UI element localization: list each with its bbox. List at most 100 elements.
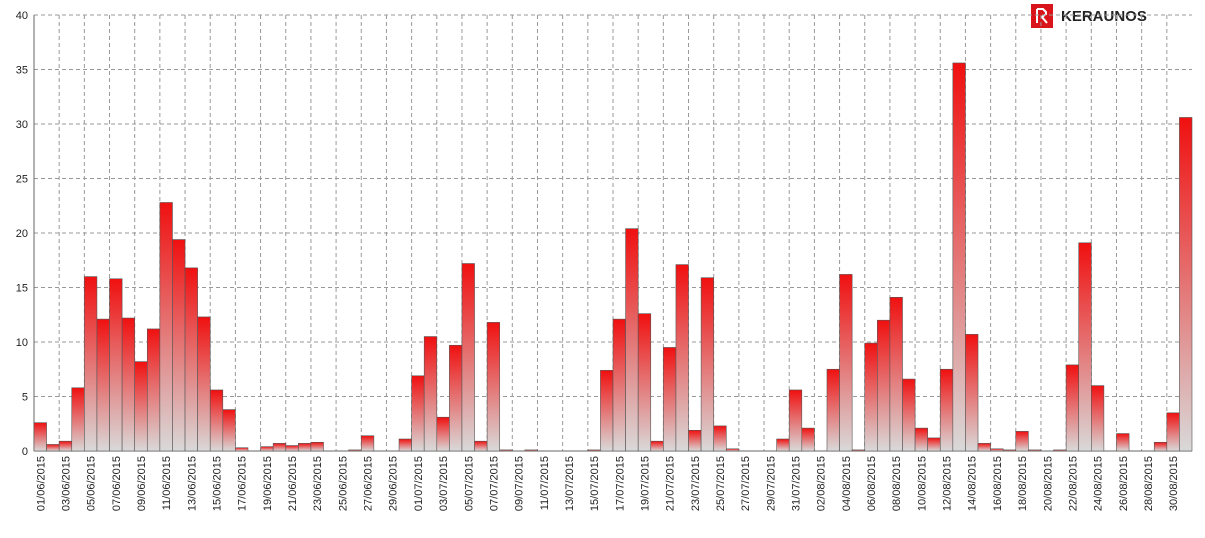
x-tick-label: 16/08/2015 bbox=[992, 456, 1004, 511]
x-tick-label: 24/08/2015 bbox=[1093, 456, 1105, 511]
x-tick-label: 03/06/2015 bbox=[60, 456, 72, 511]
x-tick-label: 11/07/2015 bbox=[539, 456, 551, 510]
x-tick-label: 23/07/2015 bbox=[690, 456, 702, 511]
x-tick-label: 31/07/2015 bbox=[791, 456, 803, 511]
bar bbox=[952, 62, 966, 452]
x-tick-label: 02/08/2015 bbox=[816, 456, 828, 511]
x-tick-label: 01/06/2015 bbox=[35, 456, 47, 511]
bar bbox=[801, 427, 815, 452]
x-tick-label: 04/08/2015 bbox=[841, 456, 853, 511]
x-tick-label: 09/06/2015 bbox=[136, 456, 148, 511]
x-tick-label: 05/06/2015 bbox=[86, 456, 98, 511]
bar bbox=[600, 370, 614, 452]
x-tick-label: 07/07/2015 bbox=[488, 456, 500, 511]
bar bbox=[184, 267, 198, 452]
bar bbox=[826, 368, 840, 452]
x-tick-label: 08/08/2015 bbox=[891, 456, 903, 511]
x-tick-label: 25/06/2015 bbox=[337, 456, 349, 511]
x-tick-label: 15/07/2015 bbox=[589, 456, 601, 511]
x-tick-label: 29/07/2015 bbox=[765, 456, 777, 511]
bar bbox=[776, 438, 790, 452]
bar bbox=[33, 422, 47, 452]
bar bbox=[146, 328, 161, 452]
bar bbox=[713, 425, 727, 452]
x-tick-label: 11/06/2015 bbox=[161, 456, 173, 510]
bar bbox=[637, 313, 652, 452]
y-tick-label: 25 bbox=[16, 174, 28, 186]
x-tick-label: 01/07/2015 bbox=[413, 456, 425, 511]
bar bbox=[1078, 242, 1092, 452]
x-tick-label: 06/08/2015 bbox=[866, 456, 878, 511]
bar bbox=[46, 444, 60, 452]
x-tick-label: 13/06/2015 bbox=[186, 456, 198, 511]
bar bbox=[58, 440, 73, 452]
bar bbox=[298, 443, 312, 452]
bar bbox=[96, 318, 110, 452]
bar bbox=[650, 440, 664, 452]
bar bbox=[1028, 449, 1042, 452]
y-tick-label: 35 bbox=[16, 65, 28, 77]
logo-icon-mark bbox=[1036, 8, 1048, 24]
bar bbox=[1002, 449, 1017, 452]
bar bbox=[851, 449, 866, 452]
x-tick-label: 19/07/2015 bbox=[639, 456, 651, 511]
y-tick-label: 5 bbox=[22, 392, 28, 404]
bar bbox=[1116, 433, 1130, 452]
bar bbox=[411, 375, 425, 452]
x-tick-label: 22/08/2015 bbox=[1067, 456, 1079, 511]
bar bbox=[423, 336, 438, 452]
bar bbox=[625, 228, 639, 452]
bar bbox=[612, 318, 626, 452]
bar bbox=[1053, 449, 1067, 452]
bar bbox=[864, 342, 878, 452]
bar bbox=[788, 389, 803, 452]
bar bbox=[725, 448, 740, 452]
bar bbox=[486, 322, 501, 452]
x-tick-label: 10/08/2015 bbox=[916, 456, 928, 511]
bar bbox=[222, 409, 236, 452]
bar bbox=[1065, 364, 1080, 452]
bar bbox=[197, 316, 211, 452]
bar bbox=[109, 278, 123, 452]
x-tick-label: 30/08/2015 bbox=[1168, 456, 1180, 511]
bar bbox=[1015, 431, 1029, 452]
bar bbox=[348, 449, 362, 452]
x-tick-label: 12/08/2015 bbox=[942, 456, 954, 511]
x-tick-label: 18/08/2015 bbox=[1017, 456, 1029, 511]
bar bbox=[398, 438, 412, 452]
bar bbox=[235, 447, 249, 452]
x-tick-label: 20/08/2015 bbox=[1042, 456, 1054, 511]
bar bbox=[977, 443, 991, 452]
bar bbox=[84, 276, 98, 452]
x-tick-label: 13/07/2015 bbox=[564, 456, 576, 511]
bar bbox=[449, 344, 463, 452]
x-tick-label: 25/07/2015 bbox=[715, 456, 727, 511]
bar bbox=[1091, 385, 1105, 452]
bar bbox=[587, 449, 601, 452]
x-tick-label: 28/08/2015 bbox=[1143, 456, 1155, 511]
bar bbox=[1166, 412, 1180, 452]
bar bbox=[914, 427, 928, 452]
y-tick-label: 10 bbox=[16, 337, 28, 349]
y-tick-label: 15 bbox=[16, 283, 28, 295]
bar bbox=[990, 448, 1004, 452]
bar bbox=[902, 378, 916, 452]
x-tick-label: 27/07/2015 bbox=[740, 456, 752, 511]
bar bbox=[285, 445, 299, 452]
bar bbox=[172, 239, 186, 452]
bar bbox=[839, 274, 853, 452]
x-tick-label: 07/06/2015 bbox=[111, 456, 123, 511]
bar bbox=[965, 334, 979, 452]
bar bbox=[260, 446, 274, 452]
y-tick-label: 40 bbox=[16, 10, 28, 22]
x-tick-label: 09/07/2015 bbox=[514, 456, 526, 511]
x-tick-label: 17/06/2015 bbox=[237, 456, 249, 511]
logo-text: KERAUNOS bbox=[1061, 8, 1147, 25]
bar bbox=[436, 416, 450, 452]
bar bbox=[121, 317, 135, 452]
y-tick-label: 0 bbox=[22, 446, 28, 458]
bar bbox=[474, 440, 488, 452]
bar bbox=[927, 437, 941, 452]
x-tick-label: 17/07/2015 bbox=[614, 456, 626, 511]
bar bbox=[688, 429, 702, 452]
